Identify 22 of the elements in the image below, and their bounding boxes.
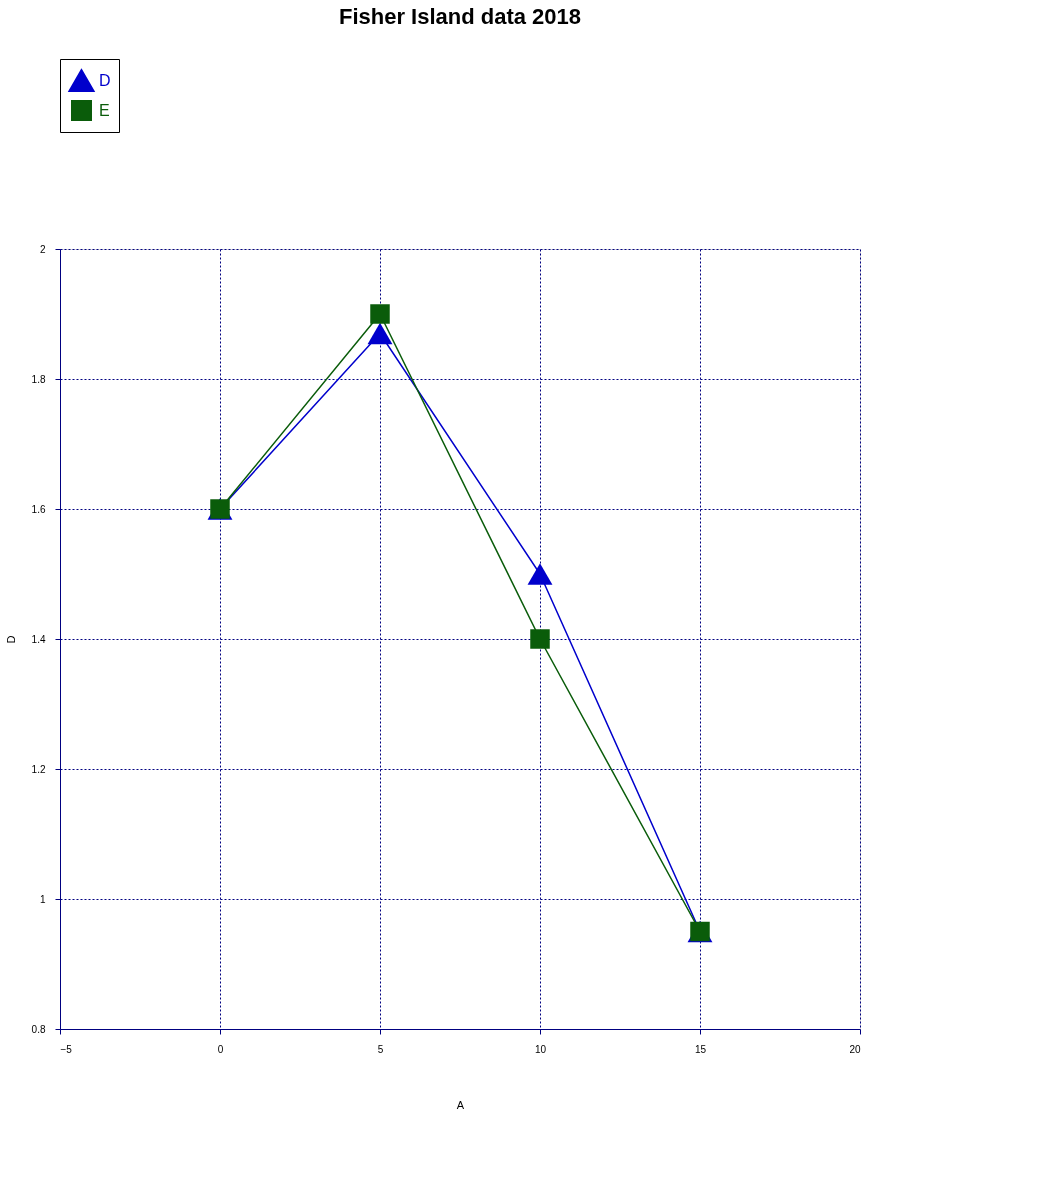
chart-title: Fisher Island data 2018 xyxy=(338,3,582,29)
y-tick-label: 1.6 xyxy=(31,503,46,515)
x-tick-label: 0 xyxy=(217,1043,224,1055)
point xyxy=(527,563,553,585)
y-tick-label: 2 xyxy=(39,243,46,255)
y-tick-label: 0.8 xyxy=(31,1023,46,1035)
point xyxy=(367,322,393,345)
y-axis-title: D xyxy=(4,635,17,644)
x-tick-label: 5 xyxy=(377,1043,384,1055)
point xyxy=(370,304,390,324)
legend-label: D xyxy=(99,71,111,89)
y-tick-label: 1.2 xyxy=(31,763,46,775)
x-tick-label: −5 xyxy=(60,1043,73,1055)
point xyxy=(530,629,550,649)
y-tick-label: 1.8 xyxy=(31,373,46,385)
x-axis-title: A xyxy=(456,1098,465,1111)
y-tick-label: 1 xyxy=(39,893,46,905)
x-tick-label: 20 xyxy=(849,1043,861,1055)
y-tick-label: 1.4 xyxy=(31,633,46,645)
legend-label: E xyxy=(99,101,110,119)
x-tick-label: 10 xyxy=(534,1043,547,1055)
x-tick-label: 15 xyxy=(694,1043,707,1055)
